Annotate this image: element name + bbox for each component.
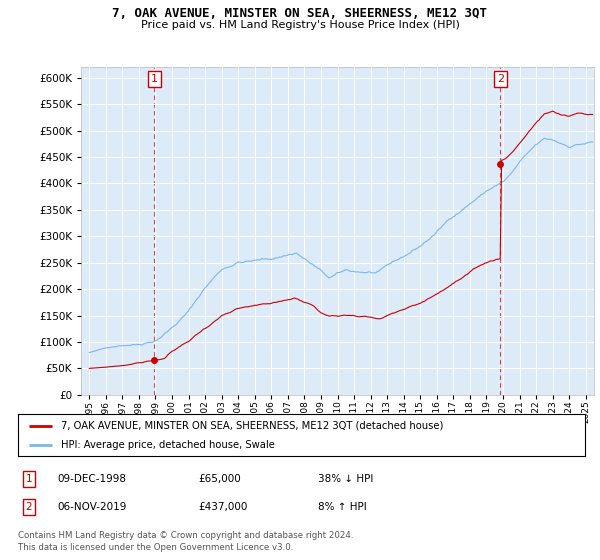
- Text: 7, OAK AVENUE, MINSTER ON SEA, SHEERNESS, ME12 3QT (detached house): 7, OAK AVENUE, MINSTER ON SEA, SHEERNESS…: [61, 421, 443, 431]
- Text: £437,000: £437,000: [198, 502, 247, 512]
- Text: 06-NOV-2019: 06-NOV-2019: [57, 502, 127, 512]
- Text: 09-DEC-1998: 09-DEC-1998: [57, 474, 126, 484]
- Text: 1: 1: [25, 474, 32, 484]
- Text: 8% ↑ HPI: 8% ↑ HPI: [318, 502, 367, 512]
- Text: 38% ↓ HPI: 38% ↓ HPI: [318, 474, 373, 484]
- Text: 1: 1: [151, 74, 158, 84]
- Text: HPI: Average price, detached house, Swale: HPI: Average price, detached house, Swal…: [61, 440, 274, 450]
- Text: 2: 2: [497, 74, 504, 84]
- Text: 7, OAK AVENUE, MINSTER ON SEA, SHEERNESS, ME12 3QT: 7, OAK AVENUE, MINSTER ON SEA, SHEERNESS…: [113, 7, 487, 20]
- Text: Price paid vs. HM Land Registry's House Price Index (HPI): Price paid vs. HM Land Registry's House …: [140, 20, 460, 30]
- Text: 2: 2: [25, 502, 32, 512]
- Text: £65,000: £65,000: [198, 474, 241, 484]
- Text: Contains HM Land Registry data © Crown copyright and database right 2024.
This d: Contains HM Land Registry data © Crown c…: [18, 531, 353, 552]
